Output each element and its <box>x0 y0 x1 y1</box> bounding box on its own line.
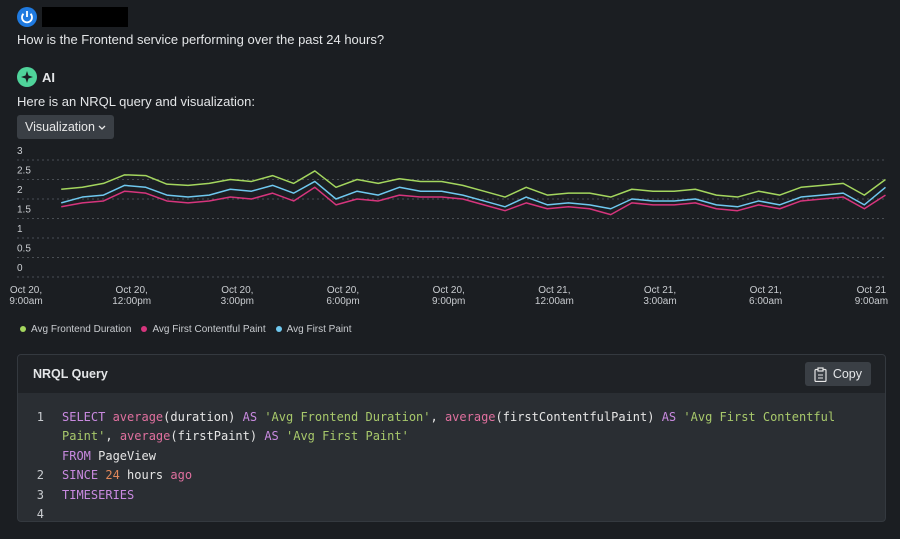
assistant-intro: Here is an NRQL query and visualization: <box>17 94 255 109</box>
user-question: How is the Frontend service performing o… <box>17 32 385 47</box>
redacted-name <box>42 7 128 27</box>
assistant-name: AI <box>42 70 55 85</box>
copy-button[interactable]: Copy <box>804 362 871 386</box>
code-text: ​ <box>62 505 862 521</box>
legend-item: Avg First Contentful Paint <box>141 324 266 335</box>
line-number <box>18 447 62 466</box>
code-token: average <box>444 410 496 424</box>
x-tick-label: Oct 21, 6:00am <box>749 285 783 307</box>
legend-swatch <box>141 326 148 332</box>
legend-label: Avg First Paint <box>286 324 352 335</box>
query-panel: NRQL Query Copy 1 SELECT average(duration… <box>17 354 886 522</box>
code-token: TIMESERIES <box>62 487 135 502</box>
code-line: 4​ <box>18 505 885 522</box>
series-line <box>61 170 886 198</box>
code-token: SINCE <box>62 468 106 483</box>
code-token: AS <box>264 429 286 444</box>
power-icon <box>21 13 33 24</box>
code-token: 24 <box>105 468 120 483</box>
sparkle-icon <box>21 71 33 83</box>
legend: Avg Frontend Duration Avg First Contentfu… <box>20 324 351 335</box>
chevron <box>98 125 106 130</box>
legend-item: Avg Frontend Duration <box>20 324 131 335</box>
code-text: SELECT average(duration) AS 'Avg Fronten… <box>62 408 862 447</box>
legend-item: Avg First Paint <box>275 324 352 335</box>
y-tick-label: 0.5 <box>17 244 31 255</box>
code-token: ago <box>170 468 193 483</box>
code-text: SINCE 24 hours ago <box>62 466 862 485</box>
code-text: TIMESERIES <box>62 486 862 505</box>
code-block: 1 SELECT average(duration) AS 'Avg Fronte… <box>18 393 885 522</box>
line-number: 3 <box>36 487 44 502</box>
panel-header: NRQL Query Copy <box>18 355 885 393</box>
code-token: average <box>119 429 171 444</box>
code-token: AS <box>242 410 265 424</box>
code-token: hours <box>119 468 171 483</box>
y-tick-label: 1.5 <box>17 205 31 216</box>
y-tick-label: 2 <box>17 185 23 196</box>
code-token: (firstPaint) <box>170 429 265 444</box>
copy-label: Copy <box>832 367 862 381</box>
y-tick-label: 2.5 <box>17 166 31 177</box>
code-token: 'Avg Frontend Duration' <box>264 410 431 424</box>
code-token: 'Avg First Paint' <box>286 429 409 444</box>
code-line: 3 TIMESERIES <box>18 486 885 505</box>
code-line: 2 SINCE 24 hours ago <box>18 466 885 485</box>
y-tick-label: 3 <box>17 146 23 157</box>
x-tick-label: Oct 20, 3:00pm <box>220 285 255 307</box>
chart: 0 0.5 1 1.5 2 2.5 3 <box>17 146 886 278</box>
code-token: FROM <box>62 448 99 463</box>
line-number: 2 <box>36 468 44 483</box>
legend-swatch <box>20 326 26 332</box>
code-token: average <box>112 410 164 424</box>
code-token: (duration) <box>163 410 243 424</box>
x-tick-label: Oct 21, 12:00am <box>534 285 574 307</box>
clipboard-icon <box>814 366 827 382</box>
x-tick-label: Oct 20, 9:00am <box>9 285 43 307</box>
series-line <box>61 186 886 216</box>
panel-title: NRQL Query <box>33 367 108 381</box>
legend-label: Avg First Contentful Paint <box>152 324 266 335</box>
code-token: AS <box>661 410 684 424</box>
series-line <box>61 180 886 210</box>
line-number: 4 <box>36 507 44 522</box>
legend-label: Avg Frontend Duration <box>31 324 132 335</box>
code-token: , <box>105 429 120 444</box>
dropdown-label: Visualization <box>25 120 95 134</box>
x-tick-label: Oct 20, 9:00pm <box>432 285 466 307</box>
line-number: 1 <box>36 410 44 424</box>
legend-swatch <box>275 326 282 332</box>
code-token: (firstContentfulPaint) <box>495 410 662 424</box>
y-tick-label: 1 <box>17 224 23 235</box>
y-tick-label: 0 <box>17 263 23 274</box>
code-token: SELECT <box>62 410 113 424</box>
code-token: 'Avg First Contentful Paint' <box>62 410 843 444</box>
x-tick-label: Oct 20, 12:00pm <box>112 285 152 307</box>
code-line: 1 SELECT average(duration) AS 'Avg Fronte… <box>18 408 885 447</box>
x-tick-label: Oct 20, 6:00pm <box>326 285 360 307</box>
code-text: FROM PageView <box>62 447 862 466</box>
code-token: PageView <box>98 448 156 463</box>
code-token: , <box>430 410 445 424</box>
x-tick-label: Oct 21, 3:00am <box>643 285 677 307</box>
visualization-dropdown[interactable]: Visualization <box>17 115 115 139</box>
x-tick-label: Oct 21 9:00am <box>854 285 889 307</box>
avatars <box>17 7 37 87</box>
code-line: FROM PageView <box>18 447 885 466</box>
